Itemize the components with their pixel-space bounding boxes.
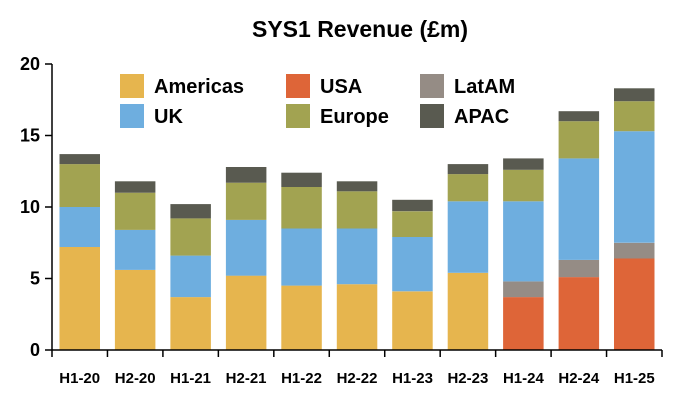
bars-group [59,88,655,350]
bar-latam-h1-24 [503,281,544,298]
bar-latam-h1-25 [614,242,655,259]
bar-americas-h1-22 [281,285,322,350]
bar-uk-h1-20 [59,207,100,247]
bar-apac-h1-23 [392,199,433,212]
bar-apac-h1-20 [59,154,100,165]
bar-usa-h1-24 [503,297,544,350]
bar-europe-h1-25 [614,101,655,132]
legend-label-americas: Americas [154,76,244,98]
x-tick-label: H2-22 [337,370,378,387]
x-tick-label: H1-22 [281,370,322,387]
legend: Americas USA LatAM UK Europe APAC [120,74,515,128]
x-tick-label: H2-23 [447,370,488,387]
bar-apac-h2-20 [114,181,156,193]
axes-group: 0 5 10 15 20 H1-20 H2-20 H1-21 H2-21 H1-22 H2-22 H1… [20,54,663,387]
x-tick-label: H1-25 [614,370,655,387]
bar-apac-h2-21 [225,167,267,183]
y-tick-label: 20 [20,54,40,74]
bar-americas-h2-23 [447,272,489,350]
bar-americas-h1-21 [170,297,211,350]
legend-swatch-usa [286,74,310,98]
bar-americas-h1-20 [59,247,100,350]
bar-apac-h2-24 [558,111,600,122]
legend-label-usa: USA [320,76,362,98]
bar-uk-h2-24 [558,158,600,260]
legend-swatch-europe [286,104,310,128]
x-tick-label: H2-20 [115,370,156,387]
bar-europe-h2-21 [225,182,267,220]
legend-label-latam: LatAM [454,76,515,98]
legend-label-apac: APAC [454,106,509,128]
legend-label-europe: Europe [320,106,389,128]
x-tick-label: H2-24 [558,370,600,387]
legend-swatch-americas [120,74,144,98]
bar-apac-h2-23 [447,164,489,175]
bar-europe-h2-23 [447,174,489,202]
bar-apac-h1-25 [614,88,655,102]
y-tick-label: 10 [20,197,40,217]
bar-usa-h1-25 [614,258,655,350]
bar-apac-h1-22 [281,172,322,187]
legend-label-uk: UK [154,106,183,128]
legend-swatch-apac [420,104,444,128]
x-tick-label: H1-20 [59,370,100,387]
bar-apac-h1-21 [170,204,211,219]
x-tick-label: H1-23 [392,370,433,387]
bar-europe-h2-22 [336,191,378,229]
bar-europe-h1-23 [392,211,433,237]
bar-europe-h1-20 [59,164,100,207]
bar-usa-h2-24 [558,277,600,350]
y-tick-label: 15 [20,126,40,146]
bar-europe-h2-24 [558,121,600,159]
x-tick-label: H1-21 [170,370,211,387]
bar-latam-h2-24 [558,259,600,278]
bar-europe-h1-21 [170,218,211,256]
x-tick-label: H1-24 [503,370,545,387]
bar-uk-h1-21 [170,255,211,298]
bar-americas-h1-23 [392,291,433,350]
bar-europe-h1-22 [281,187,322,229]
bar-americas-h2-21 [225,275,267,350]
legend-swatch-latam [420,74,444,98]
bar-uk-h1-24 [503,201,544,282]
bar-uk-h1-25 [614,131,655,243]
bar-uk-h1-23 [392,237,433,292]
bar-uk-h2-23 [447,201,489,273]
bar-europe-h2-20 [114,192,156,230]
bar-europe-h1-24 [503,169,544,202]
bar-uk-h2-20 [114,229,156,270]
bar-uk-h2-21 [225,219,267,276]
bar-apac-h1-24 [503,158,544,170]
bar-americas-h2-22 [336,284,378,350]
bar-uk-h1-22 [281,228,322,286]
chart-title: SYS1 Revenue (£m) [252,16,468,42]
bar-americas-h2-20 [114,269,156,350]
x-tick-label: H2-21 [226,370,267,387]
bar-uk-h2-22 [336,228,378,285]
y-tick-label: 0 [30,340,40,360]
bar-apac-h2-22 [336,181,378,192]
legend-swatch-uk [120,104,144,128]
y-tick-label: 5 [30,269,40,289]
